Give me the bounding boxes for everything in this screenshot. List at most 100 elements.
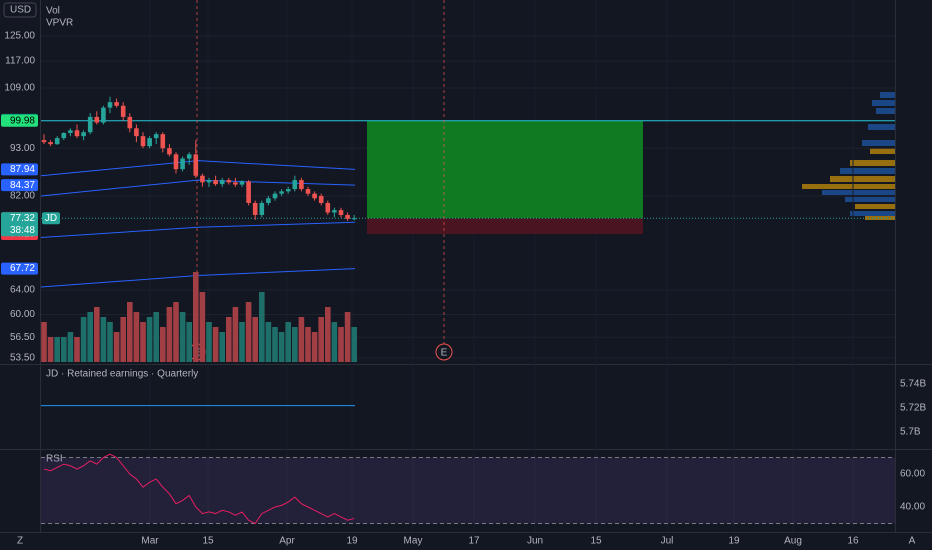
volume-bar [41, 322, 47, 362]
candle-body [239, 181, 245, 185]
volume-bar [94, 307, 100, 362]
candle-body [127, 116, 133, 129]
volume-bar [199, 292, 206, 362]
candle-body [68, 130, 73, 134]
volume-bar [107, 322, 113, 362]
volume-bar [285, 322, 291, 362]
time-label: 17 [468, 536, 480, 547]
price-badge-label: 67.72 [10, 263, 35, 274]
price-badge [1, 163, 38, 176]
rsi-line [43, 453, 355, 525]
volume-bar [113, 332, 120, 362]
time-label: 15 [202, 536, 214, 547]
volume-bar [351, 327, 357, 362]
candle-body [338, 210, 344, 215]
price-badge [1, 114, 38, 127]
time-label: 19 [346, 536, 358, 547]
volume-bar [305, 327, 311, 362]
volume-bar [67, 332, 74, 362]
volume-bar [232, 307, 239, 362]
candle-body [285, 189, 291, 192]
candle-body [233, 182, 238, 185]
candle-body [246, 181, 251, 203]
candle-body [259, 202, 265, 215]
candle-body [173, 154, 179, 170]
volume-bar [292, 327, 298, 362]
pane-title: RSI [46, 454, 63, 465]
volume-bar [54, 337, 60, 362]
volume-bar [278, 332, 285, 362]
time-label: Jun [527, 536, 543, 547]
candle-body [279, 191, 284, 194]
volume-bar [47, 337, 54, 362]
volume-bar [166, 307, 173, 362]
time-label: 15 [590, 536, 602, 547]
candle-body [219, 180, 225, 185]
candle-body [147, 138, 152, 147]
price-label: 125.00 [4, 31, 35, 42]
volume-bar [74, 337, 80, 362]
volume-bar [153, 312, 159, 362]
rsi-band [41, 457, 895, 524]
volume-bar [100, 317, 107, 362]
candle-body [332, 210, 337, 213]
currency-selector[interactable] [3, 2, 37, 18]
position-target-zone [367, 120, 643, 219]
position-stop-zone [367, 218, 643, 234]
candle-body [206, 180, 212, 183]
candle-body [193, 154, 199, 176]
footer-button[interactable]: A [909, 536, 916, 547]
volume-bar [160, 327, 166, 362]
time-label: Mar [141, 536, 159, 547]
candle-body [200, 175, 205, 183]
price-label: 82.00 [10, 191, 35, 202]
volume-bar [80, 317, 87, 362]
earnings-label: E [441, 348, 448, 359]
price-label: 64.00 [10, 285, 35, 296]
time-label: 16 [847, 536, 859, 547]
pane-axis-label: 5.72B [900, 403, 926, 414]
pane-axis-label: 40.00 [900, 502, 925, 513]
indicator-label: Vol [46, 6, 60, 17]
candle-body [101, 107, 106, 123]
volume-profile [802, 92, 895, 220]
footer-button[interactable]: Z [17, 536, 23, 547]
volume-bar [61, 337, 67, 362]
volume-bar [265, 322, 272, 362]
candle-body [312, 193, 317, 199]
symbol-tag-label: JD [45, 213, 57, 224]
candle-body [292, 180, 298, 190]
volume-bar [127, 302, 133, 362]
candle-body [140, 136, 146, 147]
candle-body [345, 214, 350, 219]
price-label: 117.00 [5, 56, 35, 67]
candle-body [299, 180, 304, 190]
candle-body [226, 180, 232, 183]
price-badge [1, 179, 38, 192]
candle-body [107, 102, 113, 108]
candle-body [61, 133, 67, 139]
volume-bar [179, 312, 186, 362]
volume-bar [146, 317, 153, 362]
pane-title: JD · Retained earnings · Quarterly [46, 369, 198, 380]
volume-bar [226, 317, 232, 362]
time-label: 19 [728, 536, 740, 547]
candle-body [153, 134, 159, 139]
volume-bar [212, 327, 219, 362]
volume-bar [259, 292, 265, 362]
volume-bar [140, 322, 146, 362]
candle-body [325, 202, 331, 213]
price-badge-label: 84.37 [10, 180, 35, 191]
last-price-label: 77.32 [10, 213, 35, 224]
price-label: 60.00 [10, 309, 35, 320]
price-badge-label: 99.98 [10, 115, 35, 126]
candle-body [74, 130, 80, 137]
time-label: May [404, 536, 423, 547]
candle-body [318, 195, 324, 203]
volume-bar [133, 312, 140, 362]
candle-body [266, 198, 271, 203]
pane-axis-label: 5.7B [900, 427, 921, 438]
volume-bar [311, 332, 318, 362]
